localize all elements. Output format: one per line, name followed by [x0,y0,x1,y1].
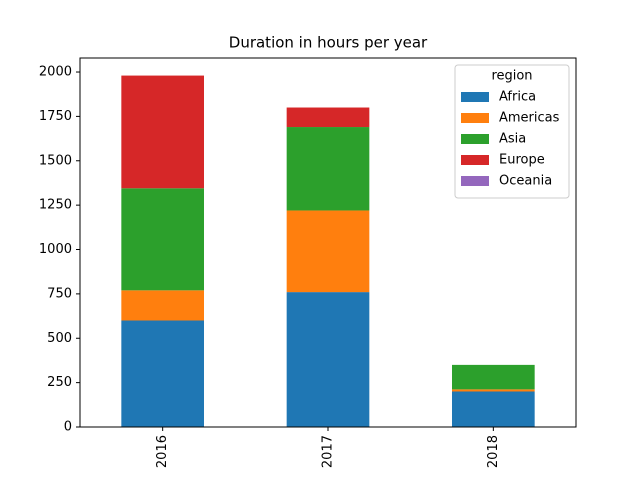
y-tick-label: 1500 [39,153,72,168]
bar-segment [452,391,535,427]
legend-label: Americas [499,111,560,126]
y-tick-label: 1250 [39,198,72,213]
chart-title: Duration in hours per year [229,34,428,52]
y-tick-label: 1000 [39,242,72,257]
bar-segment [121,75,204,189]
legend-swatch [461,92,489,102]
y-tick-label: 0 [64,420,72,435]
bar-segment [286,107,370,128]
y-tick-label: 750 [47,286,72,301]
x-tick-label: 2016 [155,435,170,468]
bar-segment [121,290,204,321]
legend-title: region [491,69,532,84]
bar-segment [286,210,370,293]
x-tick-label: 2017 [321,435,336,468]
bar-segment [121,188,204,291]
y-tick-label: 2000 [39,65,72,80]
legend-swatch [461,176,489,186]
legend-swatch [461,134,489,144]
bar-segment [286,292,370,427]
bar-segment [452,364,535,390]
legend-swatch [461,113,489,123]
legend-label: Africa [499,90,536,105]
bar-segment [286,127,370,211]
y-tick-label: 500 [47,331,72,346]
y-tick-label: 1750 [39,109,72,124]
bar-segment [121,320,204,427]
bar-segment [452,389,535,392]
plot-frame [79,57,577,428]
y-tick-label: 250 [47,375,72,390]
x-tick-label: 2018 [486,435,501,468]
legend-label: Oceania [499,174,552,189]
legend-swatch [461,155,489,165]
legend-label: Asia [499,132,526,147]
legend-label: Europe [499,153,545,168]
